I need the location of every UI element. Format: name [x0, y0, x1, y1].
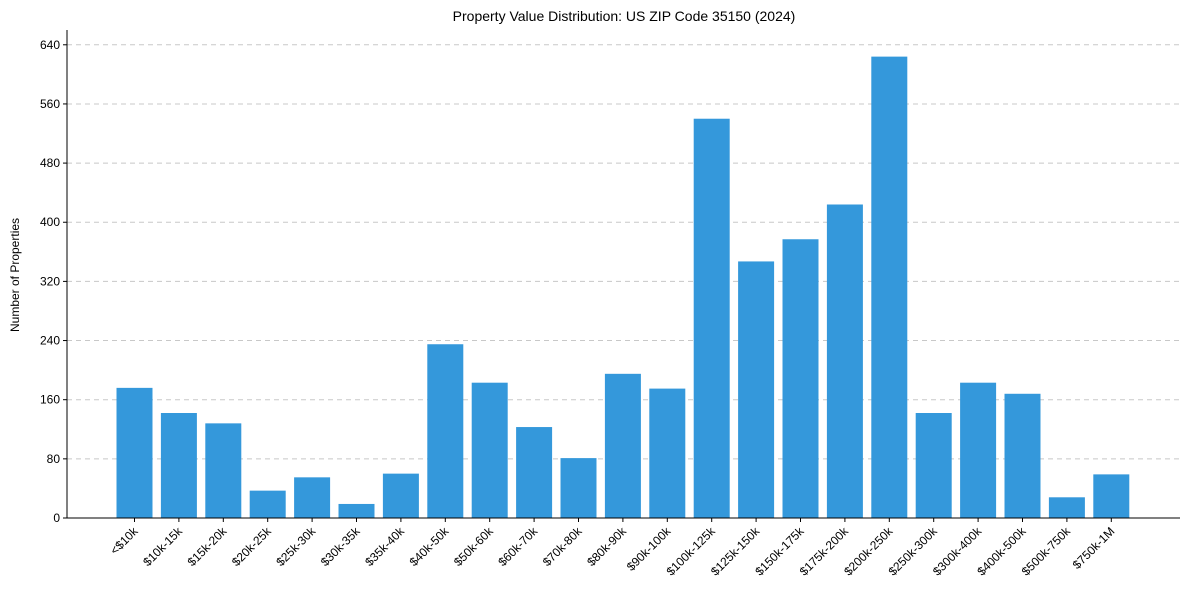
x-tick-label: $30k-35k: [318, 524, 364, 570]
x-tick-label: $500k-750k: [1019, 524, 1074, 579]
bar: [560, 458, 597, 518]
y-tick-label: 480: [40, 156, 60, 170]
x-tick-label: $10k-15k: [140, 524, 186, 570]
bar: [826, 204, 863, 519]
bar: [649, 388, 686, 518]
x-axis-ticks: <$10k $10k-15k $15k-20k $20k-25k $25k-30k $30…: [107, 518, 1117, 578]
bar: [960, 382, 997, 518]
bar: [1093, 474, 1130, 518]
x-tick-label: $80k-90k: [584, 524, 630, 570]
bar: [604, 373, 641, 518]
bar: [338, 503, 375, 518]
bar: [249, 490, 286, 518]
x-tick-label: $750k-1M: [1070, 524, 1118, 572]
bar: [382, 473, 419, 518]
bar: [782, 239, 819, 519]
bar: [471, 382, 508, 518]
y-tick-label: 160: [40, 393, 60, 407]
y-axis-ticks: 0 80 160 240 320 400 480 560 640: [40, 38, 67, 525]
x-tick-label: <$10k: [107, 524, 141, 558]
y-tick-label: 320: [40, 274, 60, 288]
bar: [693, 118, 730, 519]
x-tick-label: $35k-40k: [362, 524, 408, 570]
x-tick-label: $70k-80k: [540, 524, 586, 570]
chart-title: Property Value Distribution: US ZIP Code…: [453, 8, 796, 24]
bar: [516, 427, 553, 518]
bar: [738, 261, 775, 518]
axes: [66, 30, 1180, 519]
bar: [205, 423, 242, 518]
bar: [294, 477, 331, 518]
bar: [1004, 393, 1041, 518]
x-tick-label: $60k-70k: [495, 524, 541, 570]
bar: [1048, 497, 1085, 518]
bar: [160, 413, 197, 518]
x-tick-label: $40k-50k: [407, 524, 453, 570]
x-tick-label: $50k-60k: [451, 524, 497, 570]
y-tick-label: 240: [40, 334, 60, 348]
x-tick-label: $20k-25k: [229, 524, 275, 570]
bar: [427, 344, 464, 518]
y-axis-label: Number of Properties: [8, 218, 22, 332]
bar: [871, 56, 908, 518]
y-tick-label: 560: [40, 97, 60, 111]
x-tick-label: $15k-20k: [185, 524, 231, 570]
y-tick-label: 80: [47, 452, 61, 466]
bar: [116, 387, 153, 518]
y-tick-label: 400: [40, 215, 60, 229]
x-tick-label: $25k-30k: [273, 524, 319, 570]
bar: [915, 413, 952, 518]
y-tick-label: 0: [53, 511, 60, 525]
bars: [116, 56, 1130, 519]
y-tick-label: 640: [40, 38, 60, 52]
